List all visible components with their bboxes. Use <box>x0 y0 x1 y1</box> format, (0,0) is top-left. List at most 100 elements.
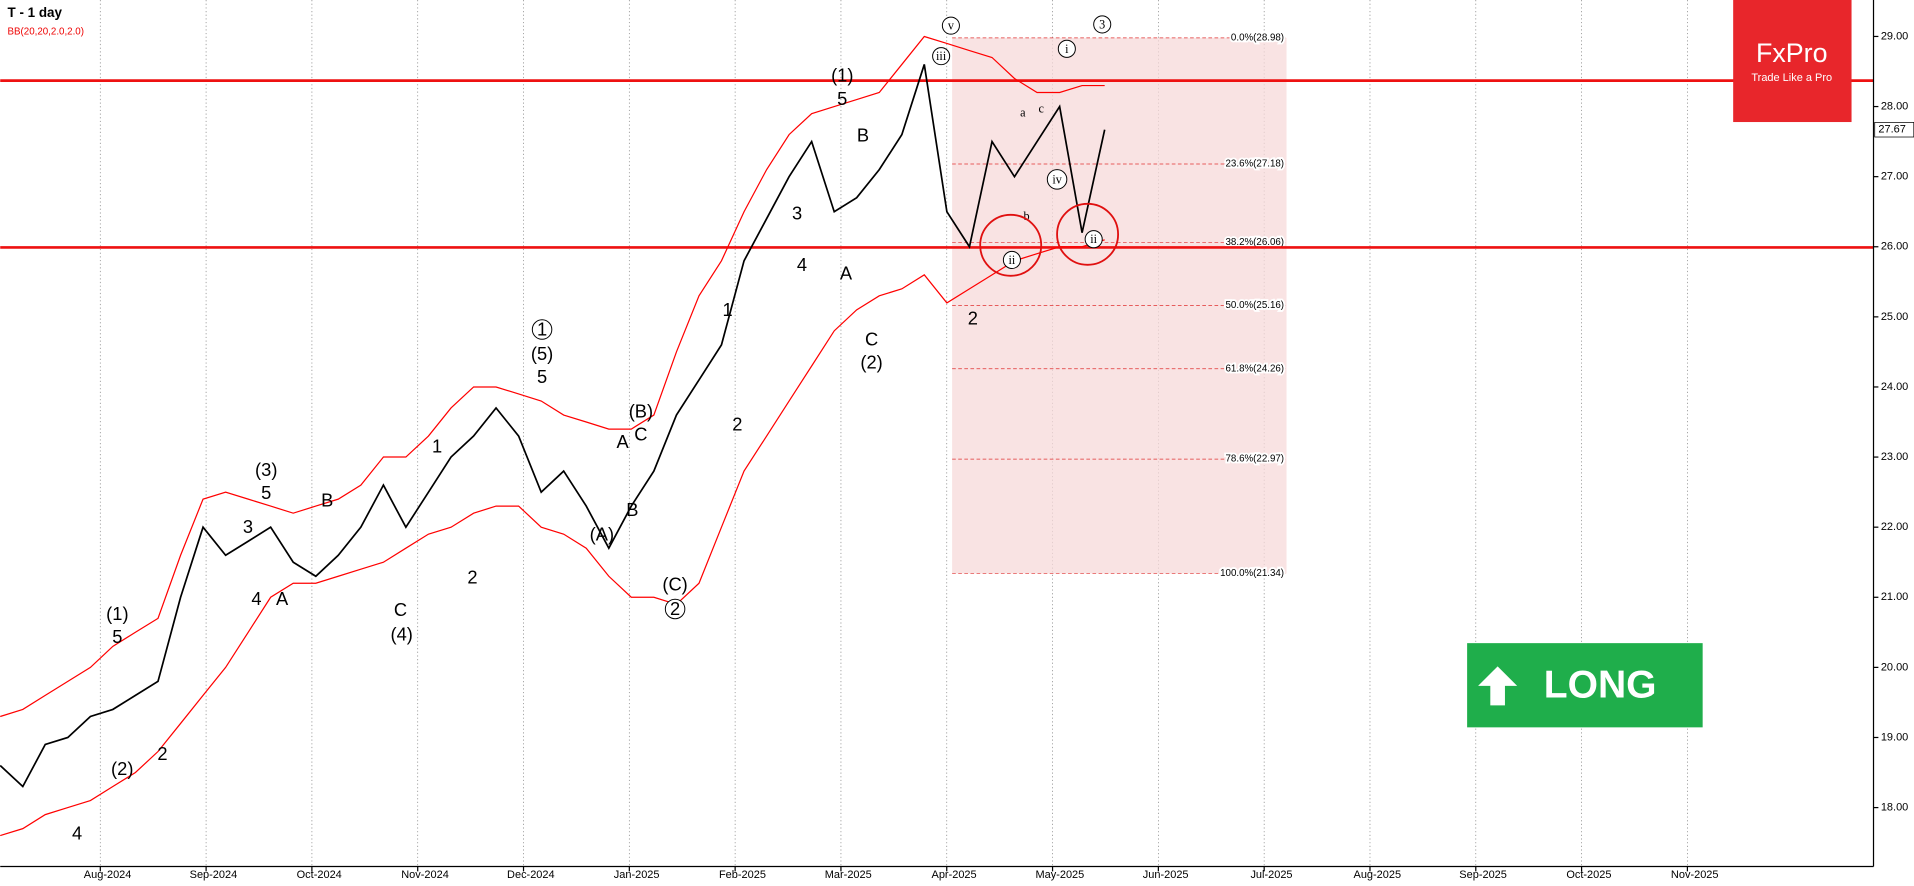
wave-label: a <box>1020 105 1026 119</box>
wave-label: (1) <box>106 603 128 624</box>
wave-label: B <box>321 489 333 510</box>
indicator-label: BB(20,20,2.0,2.0) <box>8 26 84 37</box>
wave-label: i <box>1065 42 1069 56</box>
x-tick-label: Jul-2025 <box>1250 869 1292 881</box>
up-arrow <box>1478 666 1518 706</box>
x-tick-label: May-2025 <box>1035 869 1084 881</box>
wave-label: A <box>617 431 630 452</box>
wave-label: (C) <box>662 574 687 595</box>
wave-ring <box>1057 39 1076 58</box>
y-tick-label: 24.00 <box>1881 381 1908 393</box>
wave-label: 3 <box>792 203 802 224</box>
wave-ring <box>941 16 960 35</box>
signal-text: LONG <box>1544 663 1657 706</box>
wave-label: b <box>1024 209 1030 223</box>
x-tick-label: Sep-2024 <box>190 869 238 881</box>
wave-label: iv <box>1052 172 1062 186</box>
fib-label: 23.6%(27.18) <box>1226 159 1285 170</box>
wave-label: (5) <box>531 343 553 364</box>
price-tag-label: 27.67 <box>1878 124 1905 136</box>
x-tick-label: Mar-2025 <box>825 869 872 881</box>
chart-title: T - 1 day <box>8 5 63 20</box>
wave-label: 5 <box>537 366 547 387</box>
wave-label: B <box>857 125 869 146</box>
wave-label: 5 <box>261 482 271 503</box>
wave-label: 2 <box>157 743 167 764</box>
price-line <box>0 64 1106 788</box>
highlight-circle <box>979 213 1043 277</box>
wave-label: 5 <box>112 626 122 647</box>
fib-label: 0.0%(28.98) <box>1231 32 1284 43</box>
logo-text: FxPro <box>1756 38 1828 68</box>
x-tick-label: Feb-2025 <box>719 869 766 881</box>
y-tick-label: 27.00 <box>1881 171 1908 183</box>
x-tick-label: Apr-2025 <box>932 869 977 881</box>
wave-label: ii <box>1009 253 1016 267</box>
fib-label: 50.0%(25.16) <box>1226 300 1285 311</box>
y-tick-label: 20.00 <box>1881 661 1908 673</box>
wave-label: 4 <box>797 254 807 275</box>
plot-area <box>0 35 1874 837</box>
y-tick-label: 28.00 <box>1881 100 1908 112</box>
signal-badge: LONG <box>1467 643 1703 728</box>
x-tick-label: Aug-2025 <box>1354 869 1402 881</box>
wave-ring <box>1084 230 1103 249</box>
annotations: (1) 5 B A C (2) 3 4 1 2 (C) (B) C (A) (5… <box>72 15 1112 844</box>
fib-label: 100.0%(21.34) <box>1220 568 1284 579</box>
x-tick-label: Dec-2024 <box>507 869 555 881</box>
x-tick-label: Oct-2025 <box>1566 869 1611 881</box>
wave-ring <box>932 47 951 66</box>
wave-label: (A) <box>590 524 614 545</box>
x-tick-label: Jun-2025 <box>1143 869 1189 881</box>
wave-label: 2 <box>467 566 477 587</box>
y-tick-label: 23.00 <box>1881 451 1908 463</box>
y-tick-label: 19.00 <box>1881 731 1908 743</box>
wave-ring <box>664 598 686 620</box>
wave-label: iii <box>936 49 947 63</box>
wave-label: (B) <box>629 400 653 421</box>
wave-label: (4) <box>391 624 413 645</box>
highlight-circle <box>1056 202 1120 266</box>
band-line <box>0 239 1105 837</box>
wave-label: B <box>626 499 638 520</box>
wave-label: 2 <box>968 308 978 329</box>
band-line <box>0 35 1105 718</box>
wave-label: C <box>634 424 647 445</box>
fib-label: 78.6%(22.97) <box>1226 454 1285 465</box>
wave-label: (3) <box>255 459 277 480</box>
wave-label: A <box>840 262 853 283</box>
wave-label: 4 <box>251 588 261 609</box>
wave-label: 2 <box>670 598 680 619</box>
y-tick-label: 18.00 <box>1881 801 1908 813</box>
wave-ring <box>1093 15 1112 34</box>
logo-tagline: Trade Like a Pro <box>1751 72 1832 84</box>
wave-label: 3 <box>1099 17 1105 31</box>
wave-label: C <box>865 328 878 349</box>
y-tick-label: 25.00 <box>1881 311 1908 323</box>
x-tick-label: Sep-2025 <box>1459 869 1507 881</box>
wave-label: ii <box>1090 232 1097 246</box>
x-tick-label: Oct-2024 <box>297 869 342 881</box>
x-tick-label: Nov-2024 <box>401 869 449 881</box>
wave-label: (2) <box>111 758 133 779</box>
wave-ring <box>531 319 553 340</box>
wave-label: c <box>1038 102 1044 116</box>
wave-label: 1 <box>722 299 732 320</box>
wave-label: A <box>276 588 289 609</box>
wave-label: 1 <box>537 319 547 340</box>
wave-ring <box>1046 169 1068 190</box>
y-tick-label: 26.00 <box>1881 241 1908 253</box>
wave-label: 1 <box>432 436 442 457</box>
x-tick-label: Jan-2025 <box>614 869 660 881</box>
background: 0.0%(28.98)23.6%(27.18)38.2%(26.06)50.0%… <box>99 0 1688 867</box>
wave-label: 5 <box>837 88 847 109</box>
x-tick-label: Nov-2025 <box>1671 869 1719 881</box>
brand-logo: FxPro Trade Like a Pro <box>1733 0 1852 123</box>
wave-label: (1) <box>831 65 853 86</box>
x-tick-label: Aug-2024 <box>84 869 132 881</box>
wave-label: v <box>948 19 955 33</box>
wave-label: (2) <box>860 352 882 373</box>
y-tick-label: 29.00 <box>1881 30 1908 42</box>
